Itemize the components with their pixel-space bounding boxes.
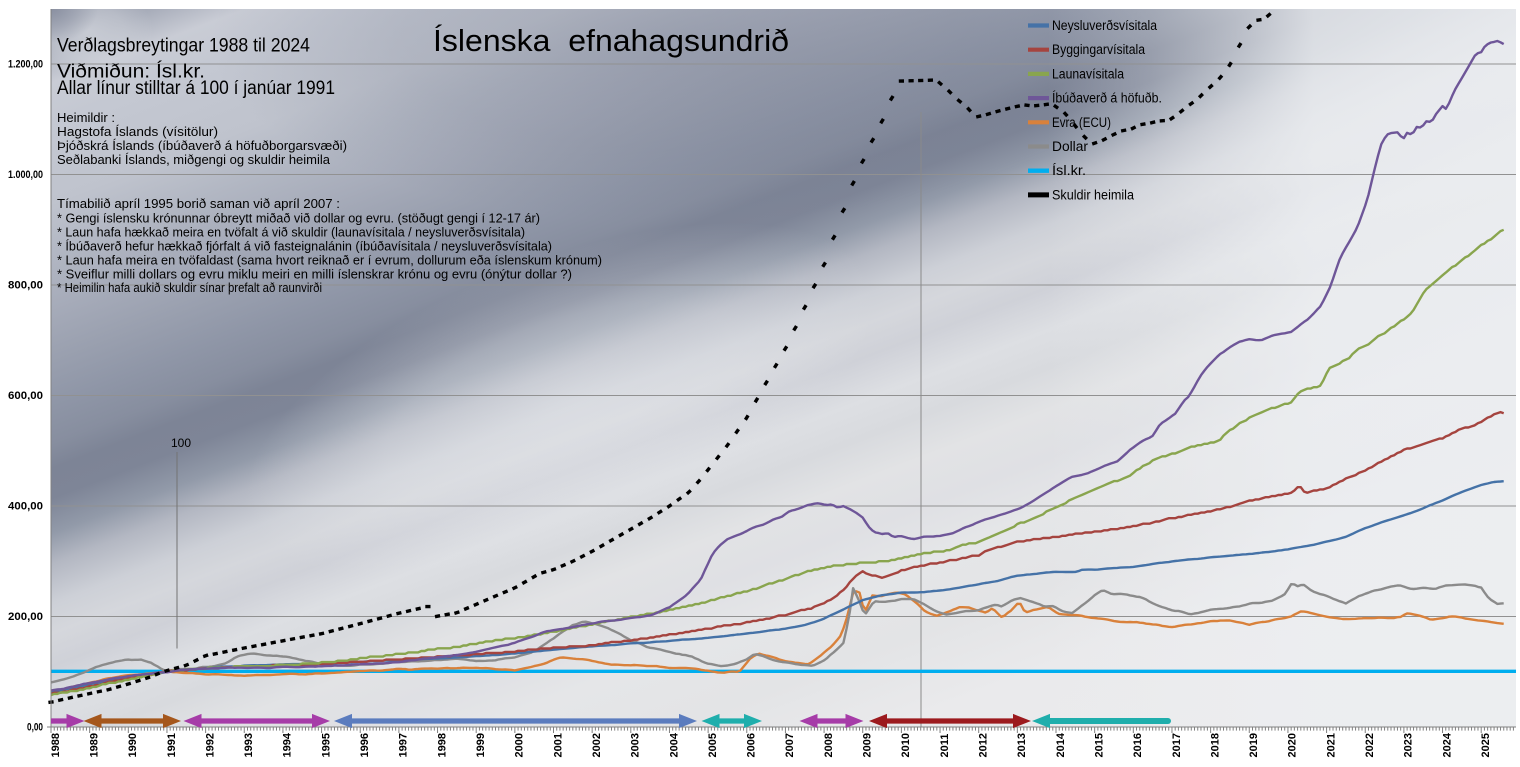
svg-text:Launavísitala: Launavísitala	[1052, 66, 1124, 81]
svg-text:2006: 2006	[746, 733, 758, 757]
svg-text:1994: 1994	[282, 732, 294, 757]
svg-text:Íslenska efnahagsundrið: Íslenska efnahagsundrið	[433, 23, 789, 58]
svg-text:1997: 1997	[398, 733, 410, 757]
svg-text:Seðlabanki Íslands, miðgengi o: Seðlabanki Íslands, miðgengi og skuldir …	[57, 152, 331, 167]
svg-text:2022: 2022	[1364, 733, 1376, 757]
svg-text:2007: 2007	[784, 733, 796, 757]
svg-text:1.200,00: 1.200,00	[8, 59, 43, 71]
svg-text:1995: 1995	[320, 733, 332, 757]
svg-text:200,00: 200,00	[8, 611, 43, 623]
svg-text:2011: 2011	[939, 734, 951, 758]
svg-text:Verðlagsbreytingar 1988 til: Verðlagsbreytingar 1988 til 2024	[57, 36, 310, 57]
svg-text:1992: 1992	[204, 733, 216, 757]
svg-text:400,00: 400,00	[8, 501, 43, 513]
svg-text:2021: 2021	[1325, 733, 1337, 757]
svg-text:2014: 2014	[1055, 732, 1067, 757]
svg-text:2018: 2018	[1209, 733, 1221, 757]
svg-text:1993: 1993	[243, 733, 255, 757]
svg-text:1989: 1989	[89, 733, 101, 757]
svg-text:* Sveiflur milli dollars og: * Sveiflur milli dollars og evru miklu m…	[57, 267, 572, 282]
svg-text:Þjóðskrá Íslands (íbúðaverð: Þjóðskrá Íslands (íbúðaverð á höfuðborga…	[57, 138, 347, 153]
svg-text:2016: 2016	[1132, 733, 1144, 757]
svg-text:* Gengi íslensku krónunnar ób: * Gengi íslensku krónunnar óbreytt miðað…	[57, 211, 540, 226]
svg-text:Allar línur stilltar á 100: Allar línur stilltar á 100 í janúar 1991	[57, 78, 335, 99]
svg-text:2003: 2003	[630, 733, 642, 757]
svg-text:Byggingarvísitala: Byggingarvísitala	[1052, 42, 1145, 57]
svg-text:2024: 2024	[1441, 732, 1453, 757]
svg-text:2002: 2002	[591, 733, 603, 757]
svg-text:0,00: 0,00	[27, 722, 43, 734]
svg-text:2008: 2008	[823, 733, 835, 757]
svg-text:Evra (ECU): Evra (ECU)	[1052, 115, 1111, 130]
svg-text:1996: 1996	[359, 733, 371, 757]
svg-text:2004: 2004	[668, 732, 680, 757]
svg-text:Íbúðaverð á höfuðb.: Íbúðaverð á höfuðb.	[1052, 91, 1162, 106]
svg-text:2001: 2001	[552, 733, 564, 757]
svg-text:2005: 2005	[707, 733, 719, 757]
svg-text:2017: 2017	[1171, 733, 1183, 757]
svg-text:800,00: 800,00	[8, 280, 43, 292]
svg-text:Heimildir :: Heimildir :	[57, 110, 115, 125]
svg-text:2012: 2012	[978, 733, 990, 757]
svg-text:1988: 1988	[50, 733, 62, 757]
svg-text:2013: 2013	[1016, 733, 1028, 757]
svg-text:* Heimilin hafa aukið skuldi: * Heimilin hafa aukið skuldir sínar þref…	[57, 280, 322, 295]
svg-text:2020: 2020	[1287, 733, 1299, 757]
svg-text:1998: 1998	[436, 733, 448, 757]
svg-text:2019: 2019	[1248, 733, 1260, 757]
svg-text:1.000,00: 1.000,00	[8, 169, 43, 181]
svg-text:* Laun hafa meira en tvöfald: * Laun hafa meira en tvöfaldast (sama hv…	[57, 253, 602, 268]
svg-text:1991: 1991	[166, 733, 178, 757]
svg-text:Tímabilið apríl 1995 borið s: Tímabilið apríl 1995 borið saman við apr…	[57, 196, 340, 211]
svg-text:Skuldir heimila: Skuldir heimila	[1052, 187, 1134, 202]
svg-text:Dollar: Dollar	[1052, 139, 1089, 154]
svg-text:2000: 2000	[514, 733, 526, 757]
svg-text:100: 100	[171, 436, 191, 450]
svg-text:2010: 2010	[900, 733, 912, 757]
svg-text:2015: 2015	[1094, 733, 1106, 757]
svg-text:* Íbúðaverð hefur hækkað f: * Íbúðaverð hefur hækkað fjórfalt á við …	[57, 239, 552, 254]
svg-text:2023: 2023	[1403, 733, 1415, 757]
svg-text:1990: 1990	[127, 733, 139, 757]
svg-text:Neysluverðsvísitala: Neysluverðsvísitala	[1052, 18, 1157, 33]
svg-text:600,00: 600,00	[8, 390, 43, 402]
svg-text:Hagstofa Íslands (vísitölur): Hagstofa Íslands (vísitölur)	[57, 124, 218, 139]
svg-text:Ísl.kr.: Ísl.kr.	[1052, 163, 1086, 178]
svg-text:1999: 1999	[475, 733, 487, 757]
svg-text:2009: 2009	[862, 733, 874, 757]
svg-text:Viðmiðun: Ísl.kr.: Viðmiðun: Ísl.kr.	[57, 62, 205, 83]
svg-text:2025: 2025	[1480, 733, 1492, 757]
svg-text:* Laun hafa hækkað meira en: * Laun hafa hækkað meira en tvöfalt á vi…	[57, 225, 525, 240]
